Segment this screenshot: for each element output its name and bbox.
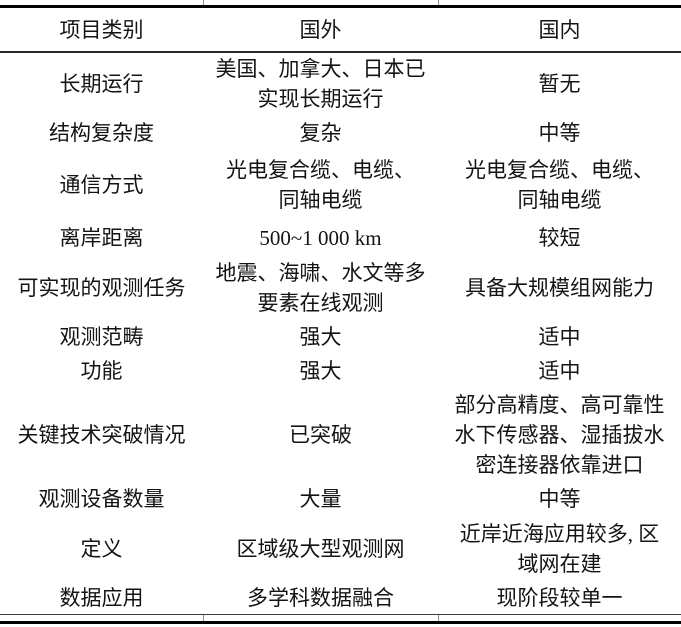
table-bottom-rule [0, 621, 681, 624]
table-row: 观测设备数量 大量 中等 [0, 482, 681, 516]
row-domestic-cell: 近岸近海应用较多, 区 域网在建 [459, 522, 660, 576]
table-bottom-thin-rule [0, 614, 681, 615]
table-header: 项目类别 国外 国内 [0, 8, 681, 53]
row-foreign-cell: 光电复合缆、电缆、 同轴电缆 [226, 158, 415, 212]
row-category-cell: 通信方式 [59, 173, 144, 197]
table-row: 可实现的观测任务 地震、海啸、水文等多 要素在线观测 具备大规模组网能力 [0, 256, 681, 320]
bottom-column-ticks [0, 615, 681, 621]
column-tick-mark [438, 0, 439, 5]
row-category-cell: 功能 [80, 359, 123, 383]
row-category-cell: 长期运行 [59, 72, 144, 96]
row-domestic-cell: 中等 [538, 120, 581, 145]
header-domestic: 国内 [438, 8, 681, 53]
row-foreign-cell: 大量 [299, 487, 342, 511]
table-row: 通信方式 光电复合缆、电缆、 同轴电缆 光电复合缆、电缆、 同轴电缆 [0, 150, 681, 220]
row-foreign-cell: 强大 [299, 325, 342, 349]
row-foreign-cell: 多学科数据融合 [247, 586, 394, 610]
header-category: 项目类别 [0, 8, 203, 53]
row-foreign-cell: 500~1 000 km [259, 226, 382, 250]
table-row: 功能 强大 适中 [0, 354, 681, 388]
row-domestic-cell: 光电复合缆、电缆、 同轴电缆 [465, 158, 654, 212]
row-foreign-cell: 美国、加拿大、日本已 实现长期运行 [215, 57, 426, 111]
comparison-table: 项目类别 国外 国内 长期运行 美国、加拿大、日本已 实现长期运行 暂无 结构复… [0, 8, 681, 614]
row-domestic-cell: 中等 [538, 487, 581, 511]
row-category-cell: 观测设备数量 [38, 487, 165, 511]
row-category-cell: 可实现的观测任务 [17, 276, 186, 300]
table-row: 长期运行 美国、加拿大、日本已 实现长期运行 暂无 [0, 52, 681, 115]
row-category-cell: 结构复杂度 [49, 120, 154, 145]
column-tick-mark [203, 615, 204, 621]
row-domestic-cell: 较短 [538, 226, 581, 250]
row-category-cell: 关键技术突破情况 [17, 423, 186, 447]
table-row: 定义 区域级大型观测网 近岸近海应用较多, 区 域网在建 [0, 516, 681, 582]
column-tick-mark [203, 0, 204, 5]
header-foreign: 国外 [203, 8, 438, 53]
row-domestic-cell: 适中 [538, 359, 581, 383]
row-category-cell: 观测范畴 [59, 325, 144, 349]
row-foreign-cell: 强大 [299, 359, 342, 383]
table-row: 离岸距离 500~1 000 km 较短 [0, 220, 681, 256]
row-category-cell: 定义 [80, 537, 123, 561]
row-domestic-cell: 具备大规模组网能力 [465, 276, 654, 300]
row-domestic-cell: 适中 [538, 325, 581, 349]
table-row: 关键技术突破情况 已突破 部分高精度、高可靠性 水下传感器、湿插拔水 密连接器依… [0, 388, 681, 482]
table-body: 长期运行 美国、加拿大、日本已 实现长期运行 暂无 结构复杂度 复杂 中等 通信… [0, 52, 681, 614]
row-domestic-cell: 现阶段较单一 [496, 586, 623, 610]
row-domestic-cell: 暂无 [538, 72, 581, 96]
table-row: 结构复杂度 复杂 中等 [0, 115, 681, 150]
row-foreign-cell: 地震、海啸、水文等多 要素在线观测 [215, 261, 426, 315]
header-row: 项目类别 国外 国内 [0, 8, 681, 53]
table-row: 数据应用 多学科数据融合 现阶段较单一 [0, 582, 681, 614]
top-column-ticks [0, 0, 681, 5]
row-domestic-cell: 部分高精度、高可靠性 水下传感器、湿插拔水 密连接器依靠进口 [454, 393, 665, 477]
row-category-cell: 数据应用 [59, 586, 144, 610]
column-tick-mark [438, 615, 439, 621]
table-top-rule [0, 5, 681, 8]
table-row: 观测范畴 强大 适中 [0, 320, 681, 354]
row-foreign-cell: 复杂 [299, 120, 342, 145]
row-foreign-cell: 已突破 [289, 423, 352, 447]
row-foreign-cell: 区域级大型观测网 [236, 537, 405, 561]
row-category-cell: 离岸距离 [59, 226, 144, 250]
